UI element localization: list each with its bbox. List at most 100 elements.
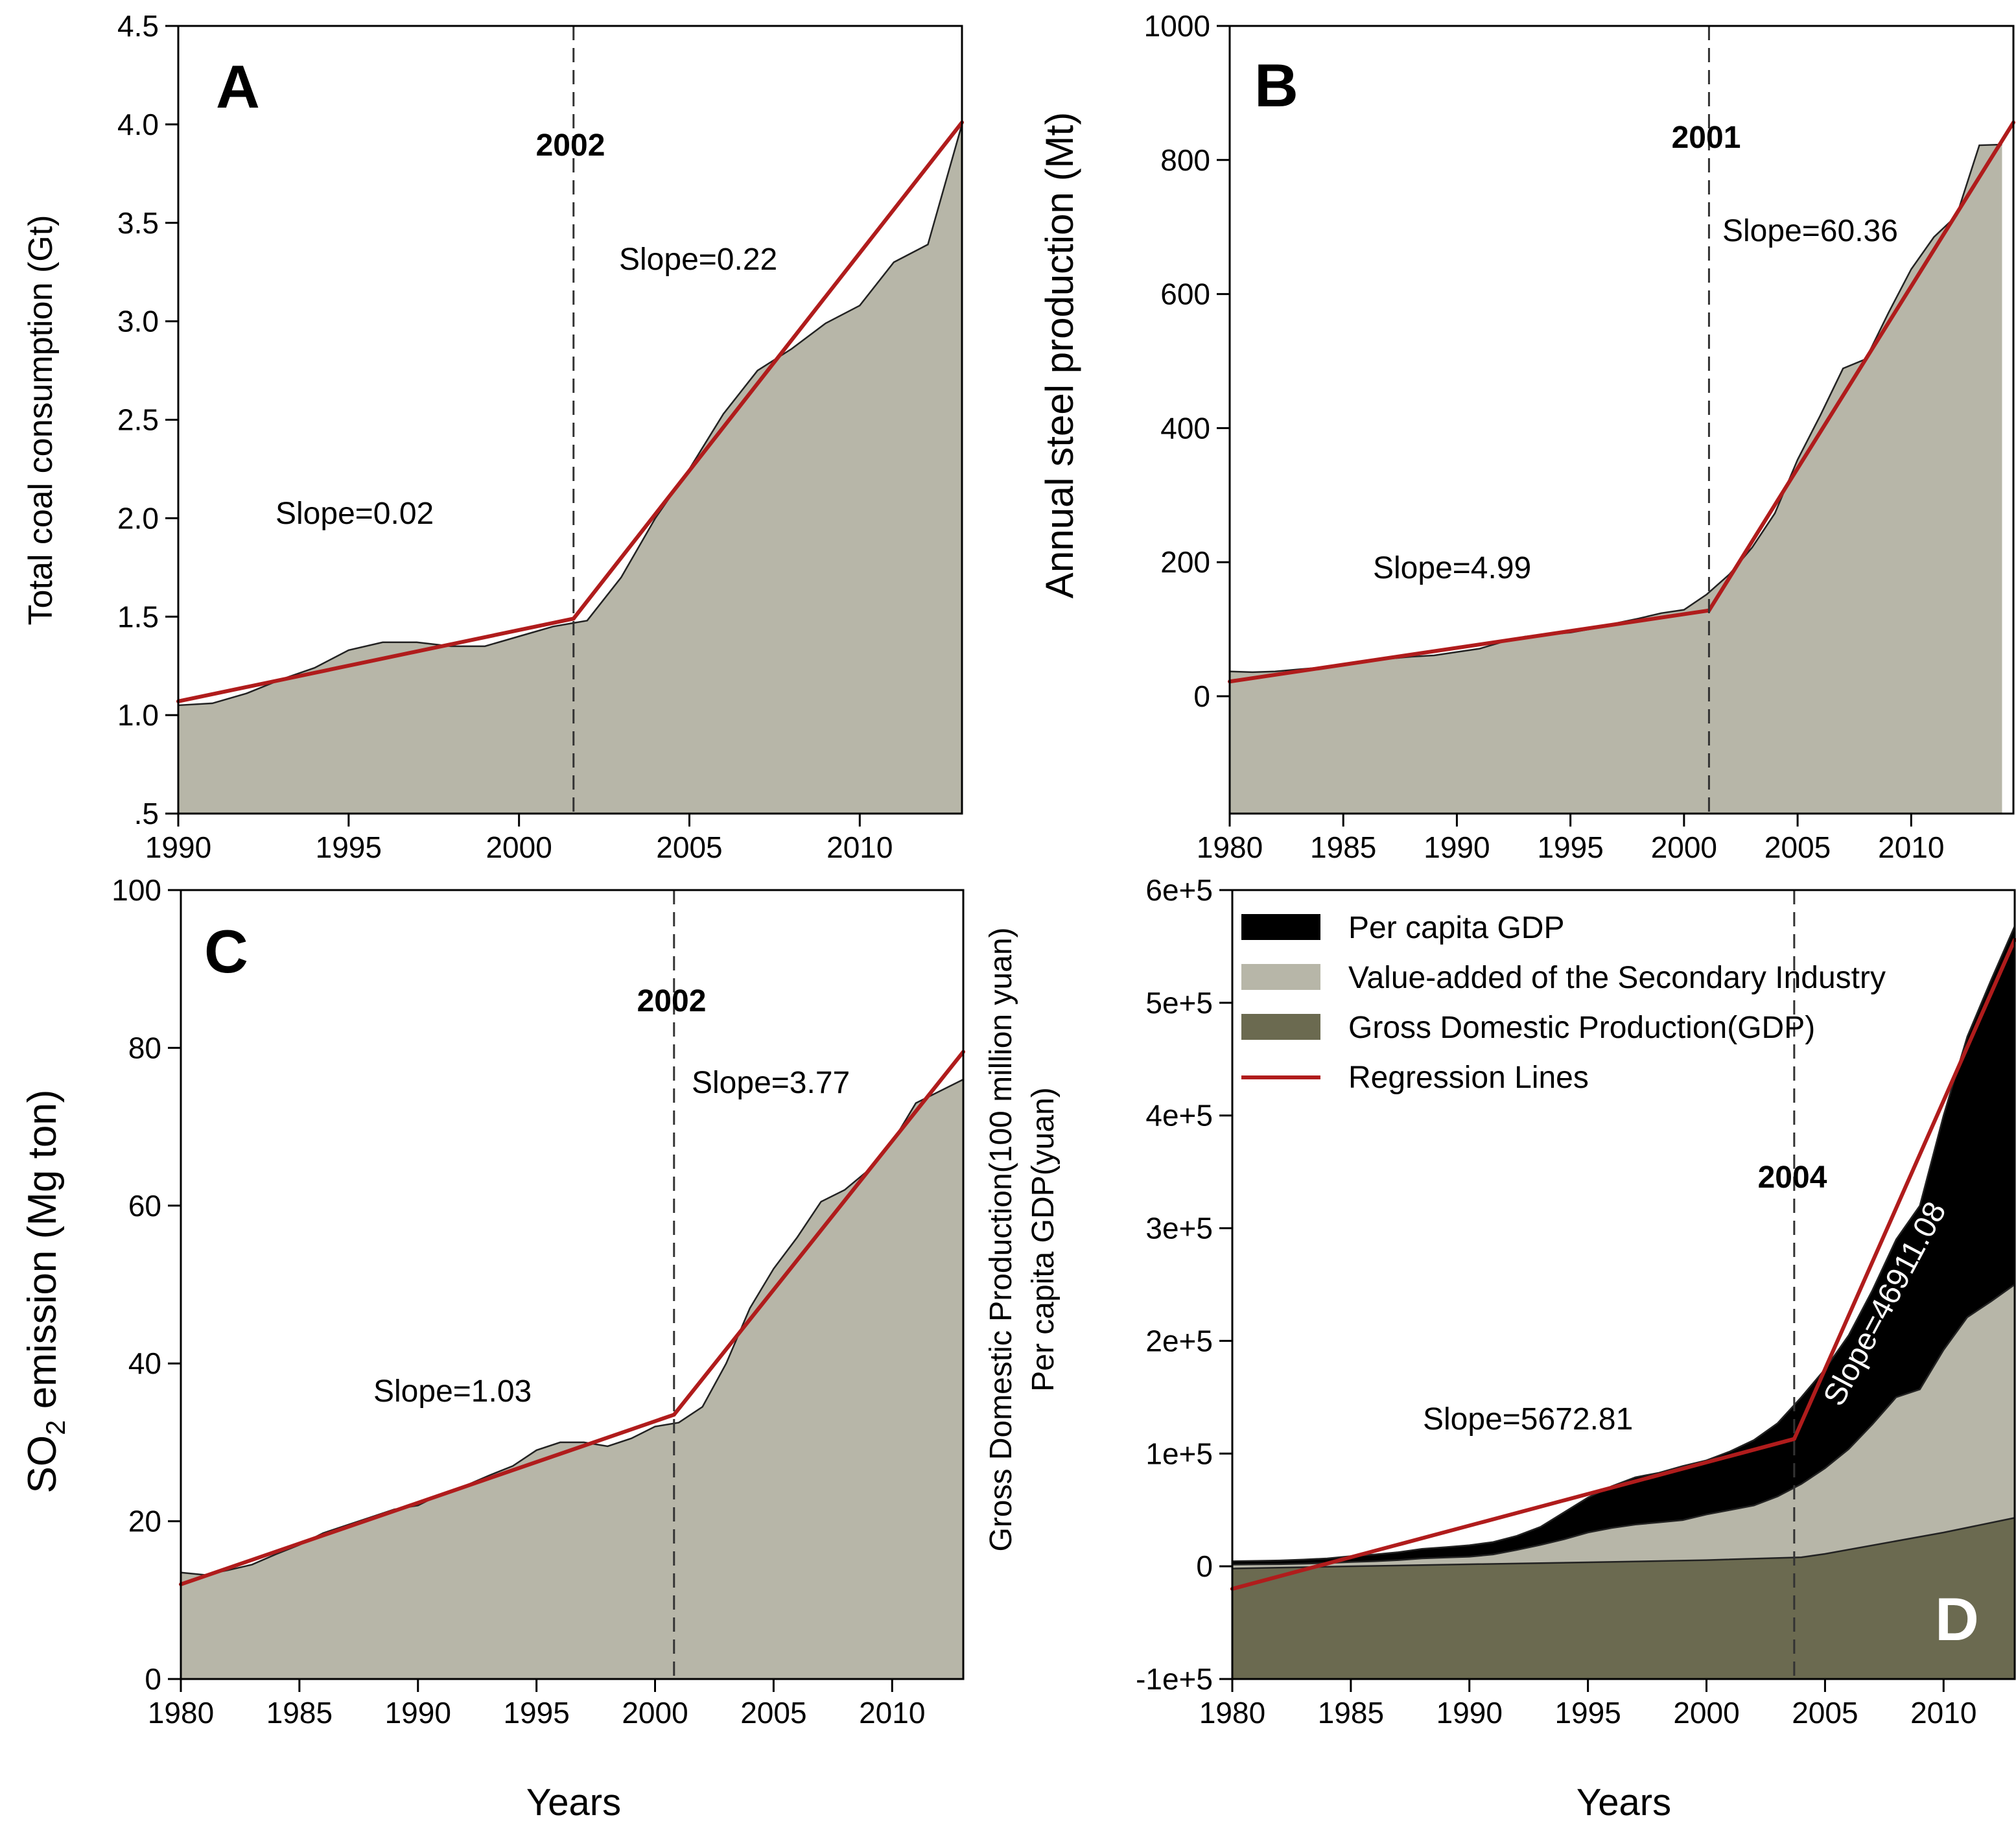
panel-c-plot-frame xyxy=(180,889,965,1680)
panel-a-slope-2: Slope=0.22 xyxy=(619,242,777,277)
panel-d-letter: D xyxy=(1935,1585,1979,1653)
panel-b-x-tick-label-1990: 1990 xyxy=(1424,830,1490,864)
panel-d-x-tick-label-1980: 1980 xyxy=(1199,1696,1265,1730)
panel-d-plot-frame xyxy=(1231,889,2016,1680)
panel-a-regression-line-1 xyxy=(571,120,964,621)
panel-c-area-0 xyxy=(181,1079,963,1679)
legend-label-secondary-industry: Value-added of the Secondary Industry xyxy=(1348,961,1886,995)
panel-d-y-tick-label-4: 3e+5 xyxy=(1145,1212,1213,1245)
panel-d-x-tick-label-1985: 1985 xyxy=(1318,1696,1384,1730)
panel-b-y-tick-label-4: 800 xyxy=(1160,143,1210,177)
panel-d-x-tick-label-2010: 2010 xyxy=(1910,1696,1976,1730)
panel-b-x-tick-label-2005: 2005 xyxy=(1764,830,1831,864)
panel-b-y-axis-title: Annual steel production (Mt) xyxy=(1038,112,1081,598)
panel-b-y-tick-label-0: 0 xyxy=(1193,679,1210,713)
panel-a-x-tick-label-2005: 2005 xyxy=(656,830,722,864)
panel-a-y-axis-title: Total coal consumption (Gt) xyxy=(22,215,60,626)
panel-d-breakpoint-label: 2004 xyxy=(1758,1160,1827,1195)
panel-b-regression-line-0 xyxy=(1228,608,1711,684)
panel-d-regression-lines xyxy=(1230,937,2016,1591)
panel-b-y-tick-label-1: 200 xyxy=(1160,545,1210,579)
panel-c-slope-1: Slope=1.03 xyxy=(373,1374,532,1409)
legend-label-gdp: Gross Domestic Production(GDP) xyxy=(1348,1011,1815,1045)
panel-a-y-tick-label-8: 4.5 xyxy=(117,9,159,43)
panel-b-letter: B xyxy=(1254,51,1298,119)
panel-a-area-0 xyxy=(178,124,962,814)
panel-c-letter: C xyxy=(204,917,248,985)
panel-d-x-tick-label-1995: 1995 xyxy=(1554,1696,1621,1730)
panel-c-x-tick-label-2010: 2010 xyxy=(859,1696,925,1730)
panel-d-y-tick-label-5: 4e+5 xyxy=(1145,1099,1213,1133)
panel-a-slope-1: Slope=0.02 xyxy=(275,497,434,531)
panel-b-x-tick-label-2000: 2000 xyxy=(1651,830,1717,864)
legend-label-per-capita-gdp: Per capita GDP xyxy=(1348,911,1564,945)
panel-b-x-tick-label-2010: 2010 xyxy=(1878,830,1944,864)
panel-c-regression-lines xyxy=(179,1050,965,1586)
panel-b-regression-line-1 xyxy=(1707,120,2015,613)
legend-swatch-gdp xyxy=(1241,1014,1320,1040)
panel-d-y-tick-label-1: 0 xyxy=(1196,1549,1213,1583)
panel-a-y-tick-label-2: 1.5 xyxy=(117,600,159,633)
panel-a-x-tick-label-1995: 1995 xyxy=(316,830,382,864)
panel-c-y-axis-title-rest: emission (Mg ton) xyxy=(20,1090,65,1420)
panel-c-y-axis-title: SO2 emission (Mg ton) xyxy=(20,1090,71,1494)
panel-d-series-line-2 xyxy=(1232,1517,2015,1569)
panel-a-series-line-0 xyxy=(178,124,963,707)
panel-d-y-ticks: -1e+5 0 1e+5 2e+5 3e+5 4e+5 5e+5 6e+5 xyxy=(1136,873,1232,1696)
panel-d-x-ticks: 1980 1985 1990 1995 2000 2005 2010 xyxy=(1199,1679,1976,1730)
legend-swatch-secondary-industry xyxy=(1241,964,1320,990)
panel-c-x-tick-label-2005: 2005 xyxy=(740,1696,806,1730)
panel-a-x-tick-label-2000: 2000 xyxy=(486,830,552,864)
panel-a: 1990 1995 2000 2005 2010 .5 1.0 1.5 2.0 2.5 3.0 3.… xyxy=(22,9,964,864)
panel-d: 1980 1985 1990 1995 2000 2005 2010 -1e+5 0 1e+5 2… xyxy=(984,873,2016,1824)
legend-swatch-per-capita-gdp xyxy=(1241,914,1320,940)
panel-a-y-ticks: .5 1.0 1.5 2.0 2.5 3.0 3.5 4.0 4.5 xyxy=(117,9,178,830)
panel-c-y-axis-title-sub: 2 xyxy=(40,1420,71,1435)
panel-a-regression-lines xyxy=(176,120,964,703)
panel-a-letter: A xyxy=(216,53,260,121)
panel-c-x-tick-label-2000: 2000 xyxy=(622,1696,688,1730)
panel-c-breakpoint-label: 2002 xyxy=(637,984,707,1018)
panel-b-y-tick-label-3: 600 xyxy=(1160,277,1210,311)
panel-c-y-tick-label-1: 20 xyxy=(128,1505,161,1538)
panel-b-x-tick-label-1995: 1995 xyxy=(1537,830,1603,864)
panel-b-plot-frame xyxy=(1228,25,2015,815)
panel-b-slope-1: Slope=4.99 xyxy=(1373,551,1531,585)
panel-b-y-tick-label-5: 1000 xyxy=(1144,9,1210,43)
panel-b-area-0 xyxy=(1230,145,2002,814)
panel-a-y-tick-label-7: 4.0 xyxy=(117,108,159,141)
panel-c-y-axis-title-main: SO xyxy=(20,1435,65,1494)
panel-d-regression-line-0 xyxy=(1230,1437,1796,1591)
panel-a-breakpoint-label: 2002 xyxy=(536,128,605,163)
panel-c-areas xyxy=(180,1078,964,1679)
panel-b-regression-lines xyxy=(1228,120,2015,684)
panel-c: 1980 1985 1990 1995 2000 2005 2010 0 20 40 60 80 10… xyxy=(20,873,965,1824)
panel-c-x-ticks: 1980 1985 1990 1995 2000 2005 2010 xyxy=(148,1679,925,1730)
panel-b-x-tick-label-1980: 1980 xyxy=(1197,830,1263,864)
panel-b-x-ticks: 1980 1985 1990 1995 2000 2005 2010 xyxy=(1197,814,1944,864)
panel-b-breakpoint-label: 2001 xyxy=(1672,121,1741,155)
legend-label-regression: Regression Lines xyxy=(1348,1061,1589,1095)
panel-a-y-tick-label-4: 2.5 xyxy=(117,403,159,437)
panel-c-y-tick-label-3: 60 xyxy=(128,1189,161,1223)
panel-a-regression-line-0 xyxy=(176,617,576,703)
panel-c-slope-2: Slope=3.77 xyxy=(692,1066,850,1100)
panel-c-regression-line-1 xyxy=(672,1050,965,1417)
panel-c-x-tick-label-1980: 1980 xyxy=(148,1696,214,1730)
panel-c-regression-line-0 xyxy=(179,1413,676,1586)
panel-c-y-tick-label-0: 0 xyxy=(145,1662,161,1696)
panel-d-x-tick-label-2000: 2000 xyxy=(1673,1696,1739,1730)
panel-d-legend: Per capita GDP Value-added of the Second… xyxy=(1241,911,1886,1095)
panel-c-y-tick-label-2: 40 xyxy=(128,1346,161,1380)
panel-d-y-tick-label-3: 2e+5 xyxy=(1145,1324,1213,1357)
panel-a-y-tick-label-3: 2.0 xyxy=(117,501,159,535)
panel-d-slope-1: Slope=5672.81 xyxy=(1423,1402,1633,1437)
panel-a-areas xyxy=(178,124,963,814)
panel-d-y-tick-label-2: 1e+5 xyxy=(1145,1437,1213,1470)
panel-c-x-tick-label-1995: 1995 xyxy=(503,1696,569,1730)
panel-a-x-ticks: 1990 1995 2000 2005 2010 xyxy=(145,814,893,864)
panel-c-y-tick-label-5: 100 xyxy=(111,873,161,907)
panel-c-x-tick-label-1990: 1990 xyxy=(385,1696,451,1730)
panel-d-y-axis-title-line1: Gross Domestic Production(100 million yu… xyxy=(984,927,1018,1551)
